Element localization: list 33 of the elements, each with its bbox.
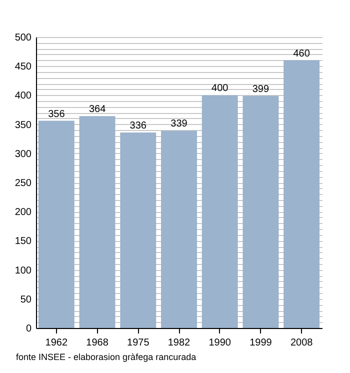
data-label: 364 (88, 104, 106, 116)
data-label: 400 (212, 83, 229, 94)
y-tick-label: 100 (14, 265, 32, 276)
bar (161, 130, 197, 328)
x-tick-label: 2008 (290, 338, 314, 348)
y-tick-label: 500 (14, 32, 32, 44)
y-tick-label: 50 (20, 294, 32, 306)
x-tick-label: 1962 (45, 338, 68, 348)
source-note: fonte INSEE - elaborasion gràfega rancurada (16, 352, 196, 362)
data-label: 339 (170, 118, 188, 130)
y-tick-label: 0 (26, 324, 32, 334)
bar (202, 95, 238, 328)
x-tick-label: 1982 (168, 338, 191, 348)
y-tick-label: 250 (14, 178, 32, 189)
y-tick-label: 350 (14, 120, 32, 131)
y-tick-label: 200 (14, 207, 32, 218)
y-tick-label: 400 (14, 90, 32, 102)
y-tick-label: 450 (14, 62, 32, 73)
bar (120, 132, 156, 328)
x-tick-label: 1968 (86, 338, 109, 348)
data-label: 460 (293, 48, 310, 60)
data-label: 399 (252, 84, 270, 95)
x-tick-label: 1999 (250, 338, 272, 348)
bar (79, 116, 116, 328)
bar (242, 96, 279, 328)
data-label: 336 (130, 120, 147, 132)
y-tick-label: 300 (14, 148, 32, 160)
y-tick-label: 150 (14, 236, 32, 248)
data-label: 356 (48, 108, 66, 120)
x-tick-label: 1975 (127, 338, 150, 348)
bar (38, 120, 74, 328)
x-tick-label: 1990 (208, 338, 232, 348)
bar (284, 60, 320, 328)
